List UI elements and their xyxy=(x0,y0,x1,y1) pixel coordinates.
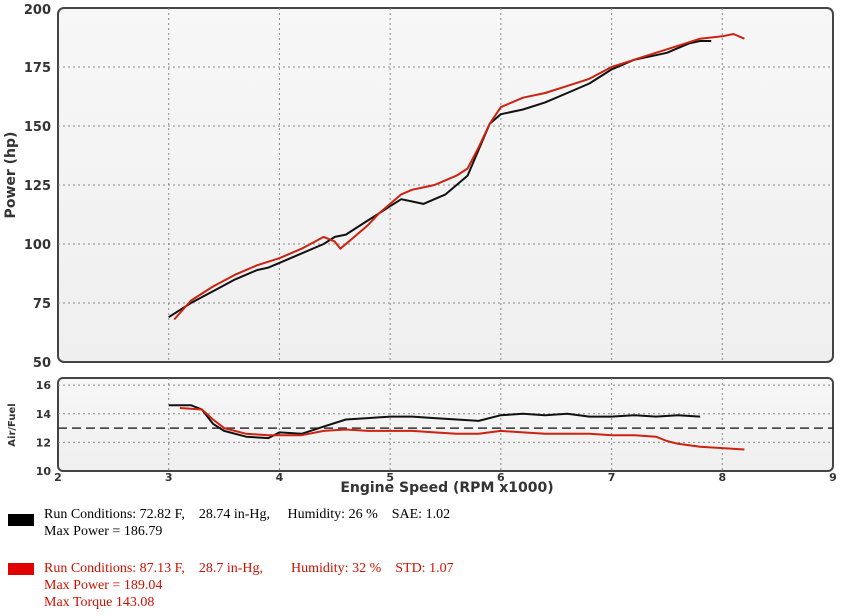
air-fuel-panel: 10 12 14 16 Air/Fuel xyxy=(7,377,834,478)
air-fuel-y-tick-label: 12 xyxy=(36,436,51,449)
air-fuel-line-run-1 xyxy=(168,404,701,440)
air-fuel-series-group xyxy=(168,404,745,451)
power-y-tick-label: 200 xyxy=(24,3,51,18)
x-tick-label: 9 xyxy=(829,471,837,484)
x-tick-label: 6 xyxy=(497,471,505,484)
air-fuel-y-tick-label: 16 xyxy=(36,379,52,392)
x-axis-ticks: 2 3 4 5 6 7 8 9 xyxy=(54,471,837,484)
air-fuel-grid xyxy=(58,378,833,471)
x-tick-label: 7 xyxy=(608,471,616,484)
air-fuel-y-tick-label: 14 xyxy=(36,408,52,421)
power-y-tick-label: 100 xyxy=(24,238,51,253)
air-fuel-y-tick-label: 10 xyxy=(36,465,52,478)
legend-swatch-run-2 xyxy=(8,563,34,575)
power-grid xyxy=(58,8,833,362)
x-tick-label: 4 xyxy=(276,471,284,484)
run-1-conditions: Run Conditions: 72.82 F, 28.74 in-Hg, Hu… xyxy=(44,507,451,522)
run-1-max-power: Max Power = 186.79 xyxy=(44,524,163,539)
air-fuel-y-axis-label: Air/Fuel xyxy=(7,403,18,446)
power-y-tick-label: 150 xyxy=(24,120,51,135)
x-tick-label: 8 xyxy=(718,471,726,484)
power-y-axis-label: Power (hp) xyxy=(3,132,19,219)
x-tick-label: 2 xyxy=(54,471,62,484)
legend-swatch-run-1 xyxy=(8,514,34,526)
power-y-tick-label: 175 xyxy=(24,61,51,76)
power-line-run-2 xyxy=(173,33,745,321)
x-tick-label: 3 xyxy=(165,471,173,484)
run-2-max-power: Max Power = 189.04 xyxy=(44,578,163,593)
run-2-conditions: Run Conditions: 87.13 F, 28.7 in-Hg, Hum… xyxy=(44,561,454,576)
air-fuel-line-run-2 xyxy=(179,407,745,451)
legend-text-run-2: Run Conditions: 87.13 F, 28.7 in-Hg, Hum… xyxy=(44,560,454,611)
run-2-max-torque: Max Torque 143.08 xyxy=(44,595,155,610)
power-y-tick-label: 50 xyxy=(33,356,51,371)
power-panel: 50 75 100 125 150 175 200 Power (hp) xyxy=(3,3,834,371)
x-axis-label: Engine Speed (RPM x1000) xyxy=(340,480,553,496)
air-fuel-plot-frame xyxy=(57,377,834,472)
x-tick-label: 5 xyxy=(386,471,394,484)
legend-text-run-1: Run Conditions: 72.82 F, 28.74 in-Hg, Hu… xyxy=(44,506,450,540)
power-series-group xyxy=(168,33,745,321)
power-y-ticks: 50 75 100 125 150 175 200 xyxy=(24,3,51,371)
power-y-tick-label: 125 xyxy=(24,179,51,194)
power-y-tick-label: 75 xyxy=(33,297,51,312)
air-fuel-y-ticks: 10 12 14 16 xyxy=(36,379,52,478)
